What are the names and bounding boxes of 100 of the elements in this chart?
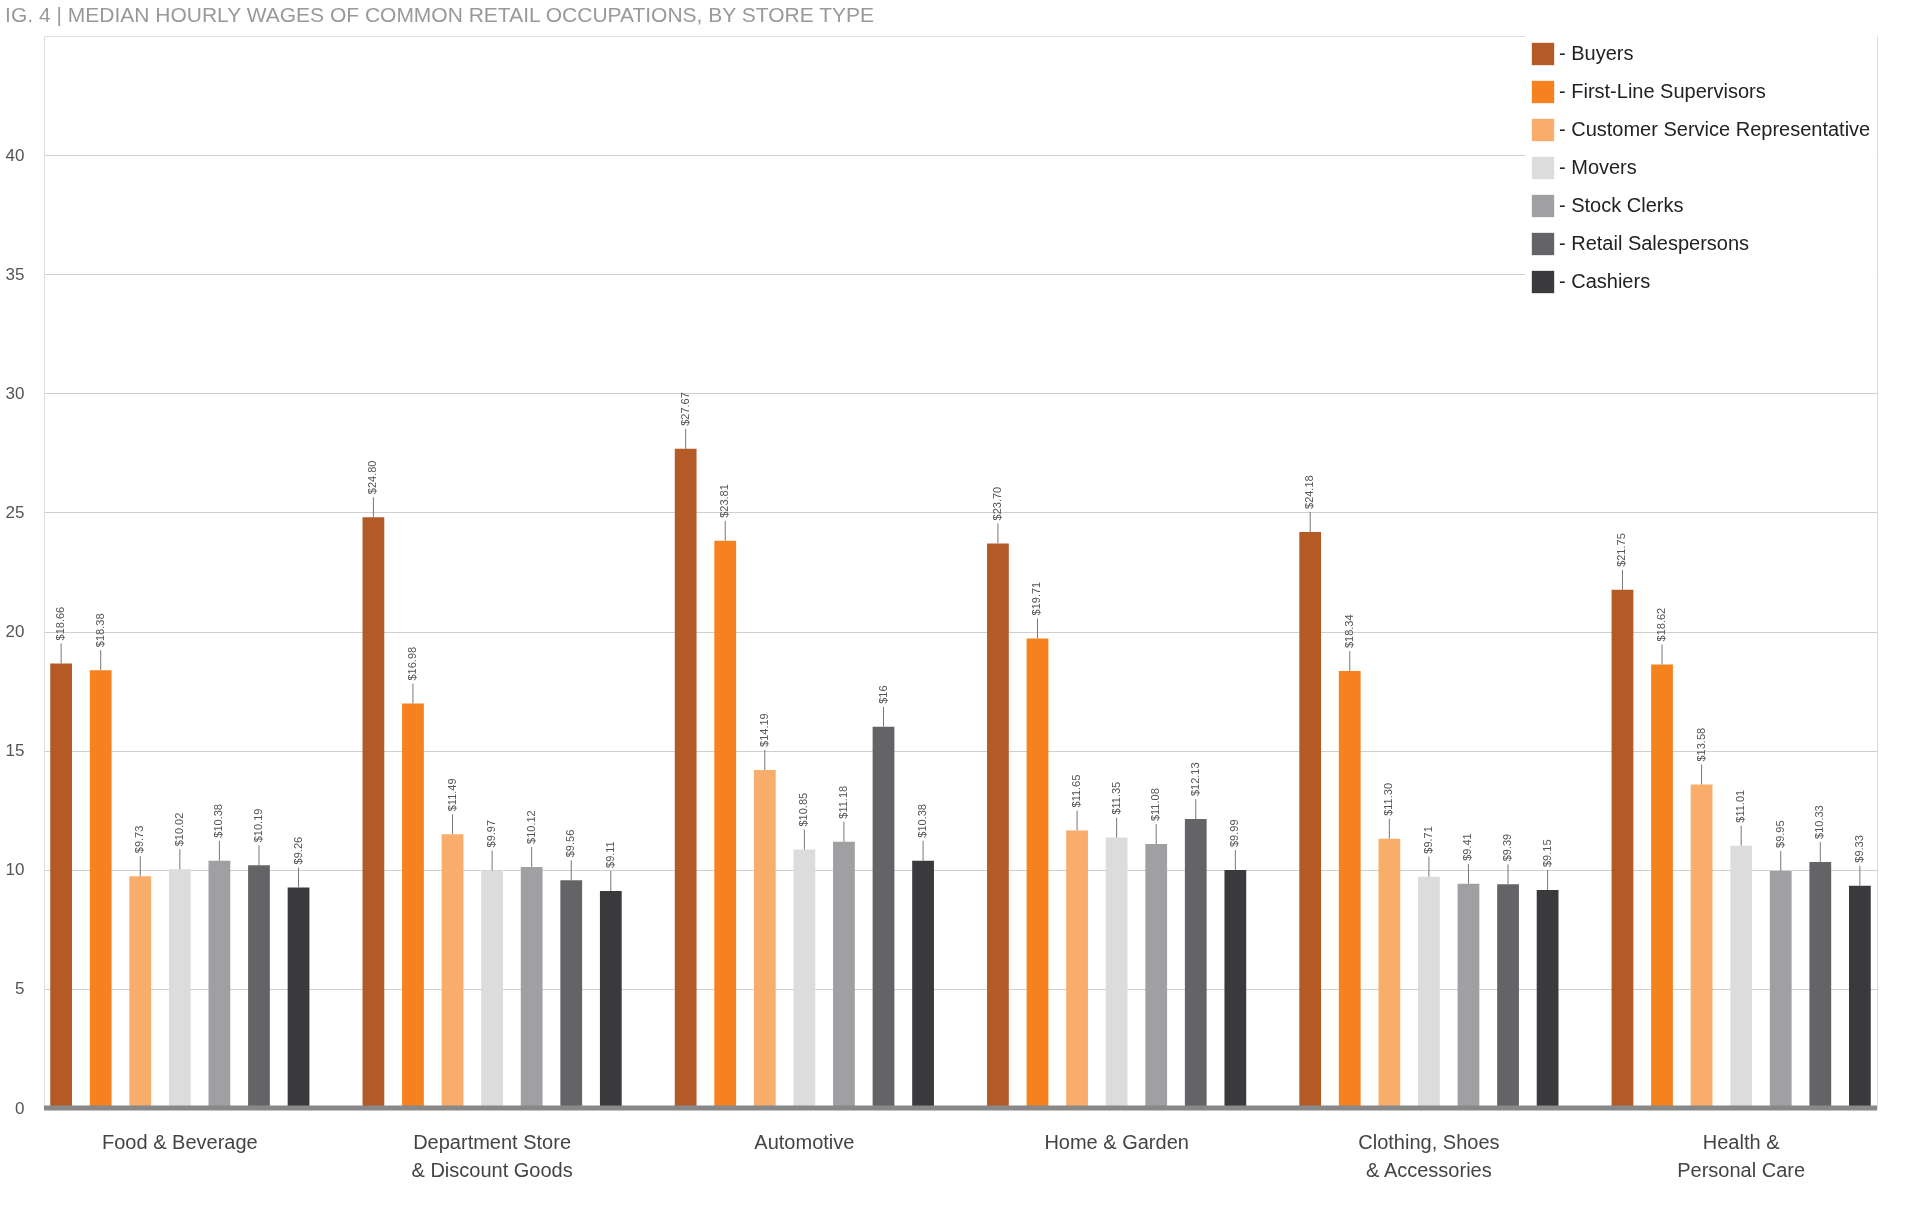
- chart-title: IG. 4 | MEDIAN HOURLY WAGES OF COMMON RETAIL OCCUPATIONS, BY STORE TYPE: [5, 3, 875, 26]
- legend-label: - Stock Clerks: [1559, 194, 1684, 216]
- bar: [1690, 784, 1713, 1108]
- bar: [1338, 671, 1361, 1108]
- y-tick-label: 25: [5, 502, 25, 522]
- bar: [1611, 589, 1634, 1108]
- y-tick-label: 30: [5, 383, 25, 403]
- y-tick-label: 20: [5, 622, 25, 642]
- legend-label: - Movers: [1559, 156, 1637, 178]
- data-label: $11.18: [836, 785, 849, 819]
- data-label: $23.81: [718, 484, 731, 518]
- y-tick-label: 15: [5, 741, 25, 761]
- y-tick-label: 5: [15, 979, 25, 999]
- data-label: $27.67: [678, 392, 691, 426]
- data-label: $12.13: [1188, 762, 1201, 797]
- data-label: $9.99: [1228, 819, 1241, 848]
- bar: [1769, 870, 1792, 1108]
- data-label: $9.56: [564, 829, 577, 858]
- bar: [1105, 837, 1128, 1108]
- data-label: $10.38: [212, 804, 225, 838]
- data-label: $11.01: [1734, 789, 1747, 823]
- legend-label: - Cashiers: [1559, 270, 1651, 292]
- legend-label: - First-Line Supervisors: [1559, 80, 1766, 102]
- bar: [1299, 531, 1322, 1108]
- bar: [1497, 884, 1519, 1108]
- y-tick-label: 10: [5, 860, 25, 880]
- bar: [1145, 844, 1168, 1108]
- x-tick-label: Department Store & Discount Goods: [411, 1130, 573, 1181]
- bar: [402, 703, 424, 1108]
- data-label: $18.34: [1342, 614, 1355, 649]
- bar: [833, 841, 855, 1108]
- y-tick-label: 0: [15, 1098, 25, 1118]
- bar: [248, 865, 270, 1108]
- x-tick-label: Health & Personal Care: [1677, 1130, 1806, 1181]
- data-label: $24.18: [1303, 475, 1316, 509]
- data-label: $13.58: [1694, 727, 1707, 762]
- bar: [714, 540, 737, 1108]
- data-label: $23.70: [990, 486, 1003, 521]
- data-label: $9.11: [603, 841, 616, 868]
- bar: [441, 834, 464, 1108]
- bar: [208, 860, 231, 1108]
- bar: [362, 517, 385, 1108]
- data-label: $16.98: [405, 646, 418, 681]
- data-label: $11.65: [1070, 774, 1083, 808]
- bar: [560, 880, 583, 1108]
- data-label: $18.62: [1655, 607, 1668, 642]
- bar: [1809, 861, 1832, 1108]
- x-tick-label: Home & Garden: [1044, 1130, 1189, 1153]
- bar: [89, 670, 112, 1108]
- bar: [1066, 830, 1088, 1108]
- legend-label: - Buyers: [1559, 42, 1634, 64]
- bar: [1848, 885, 1871, 1108]
- data-label: $10.33: [1813, 805, 1826, 839]
- data-label: $9.33: [1852, 835, 1865, 863]
- bar: [168, 869, 191, 1108]
- data-label: $18.66: [54, 606, 67, 641]
- data-label: $11.35: [1109, 781, 1122, 815]
- bar: [1026, 638, 1049, 1108]
- bar: [481, 870, 503, 1108]
- bar: [1730, 845, 1753, 1108]
- bar: [1224, 870, 1247, 1108]
- bar: [1651, 664, 1673, 1108]
- data-label: $10.02: [172, 812, 185, 847]
- data-label: $10.12: [524, 810, 537, 844]
- bar: [674, 448, 697, 1108]
- data-label: $18.38: [93, 613, 106, 648]
- data-label: $9.95: [1773, 820, 1786, 848]
- bar: [599, 890, 622, 1108]
- data-label: $9.41: [1461, 833, 1474, 861]
- data-label: $9.39: [1501, 833, 1514, 862]
- data-label: $14.19: [757, 713, 770, 747]
- bar: [912, 860, 934, 1108]
- bar: [1418, 876, 1440, 1108]
- bar: [1536, 890, 1559, 1108]
- data-label: $9.97: [485, 819, 498, 848]
- data-label: $24.80: [366, 460, 379, 495]
- data-label: $16: [876, 685, 889, 704]
- bar: [987, 543, 1009, 1108]
- data-label: $19.71: [1030, 581, 1043, 616]
- bar: [129, 876, 152, 1108]
- x-tick-label: Clothing, Shoes & Accessories: [1358, 1130, 1500, 1181]
- data-label: $10.19: [251, 808, 264, 843]
- y-tick-label: 40: [5, 145, 25, 165]
- data-label: $10.38: [916, 804, 929, 838]
- bar: [287, 887, 310, 1108]
- data-label: $9.73: [133, 825, 146, 854]
- bar: [1378, 838, 1401, 1108]
- x-tick-label: Food & Beverage: [102, 1130, 258, 1153]
- data-label: $9.71: [1421, 826, 1434, 854]
- x-tick-label: Automotive: [754, 1130, 855, 1153]
- y-tick-label: 35: [5, 264, 25, 284]
- bar: [1457, 883, 1480, 1108]
- bar: [793, 849, 816, 1108]
- data-label: $11.30: [1382, 782, 1395, 816]
- bar: [1184, 819, 1207, 1108]
- data-label: $11.08: [1149, 788, 1162, 822]
- data-label: $9.15: [1540, 839, 1553, 868]
- bar: [872, 726, 895, 1108]
- data-label: $11.49: [445, 778, 458, 812]
- bar: [520, 866, 543, 1108]
